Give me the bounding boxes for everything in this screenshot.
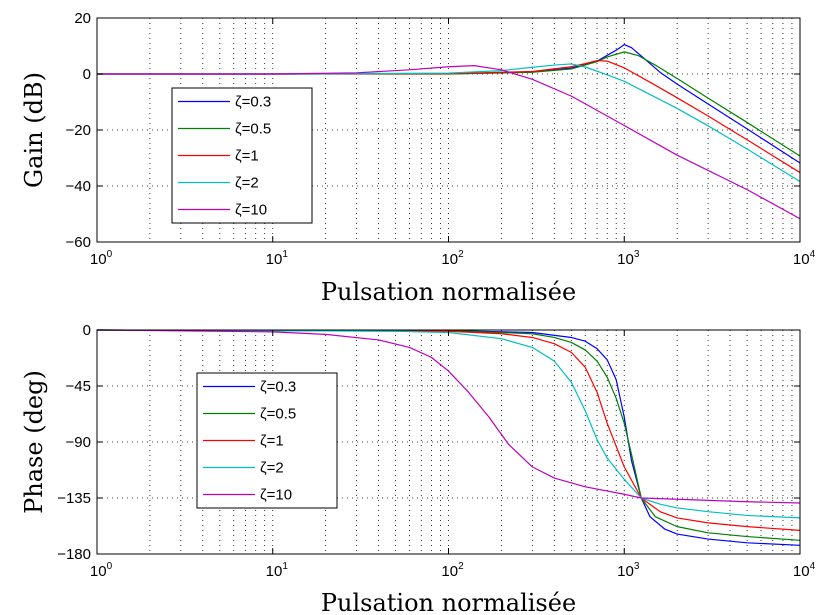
legend: ζ=0.3 ζ=0.5 ζ=1 ζ=2 ζ=10 [171,87,313,224]
x-tick-label: 102 [441,561,464,580]
ticks: 100 101 102 103 104 −60 −40 −20 0 20 [66,10,816,268]
x-tick-label: 103 [617,561,640,580]
grid [97,330,800,554]
x-tick-label: 100 [90,561,113,580]
y-axis-label: Phase (deg) [20,370,48,514]
y-tick-label: −180 [57,546,91,563]
x-tick-label: 100 [90,249,113,268]
legend-label-2: ζ=1 [260,433,284,450]
grid [97,18,800,242]
legend-label-0: ζ=0.3 [260,379,296,396]
legend-label-3: ζ=2 [235,175,259,192]
y-tick-label: −135 [57,490,91,507]
x-tick-label: 101 [266,249,289,268]
ticks: 100 101 102 103 104 −180 −135 −90 −45 0 [57,322,815,580]
y-tick-label: −45 [66,378,91,395]
x-axis-label: Pulsation normalisée [321,278,576,306]
x-tick-label: 102 [441,249,464,268]
legend-label-1: ζ=0.5 [260,406,296,423]
legend-label-2: ζ=1 [235,148,259,165]
y-tick-label: −20 [66,122,91,139]
legend: ζ=0.3 ζ=0.5 ζ=1 ζ=2 ζ=10 [196,372,338,509]
legend-label-1: ζ=0.5 [235,121,271,138]
series-group [97,43,801,220]
legend-label-3: ζ=2 [260,460,284,477]
x-tick-label: 103 [617,249,640,268]
series-group [96,329,801,546]
phase-plot: 100 101 102 103 104 −180 −135 −90 −45 0 Pulsation … [20,322,816,615]
y-tick-label: 0 [83,322,91,339]
x-tick-label: 101 [266,561,289,580]
series-line-3 [97,63,801,183]
legend-label-4: ζ=10 [260,487,292,504]
y-axis-label: Gain (dB) [20,72,48,188]
series-line-4 [97,64,801,220]
series-line-0 [96,329,801,546]
x-axis-label: Pulsation normalisée [321,589,576,615]
x-tick-label: 104 [793,561,816,580]
series-line-2 [96,329,801,531]
series-line-1 [96,329,801,541]
y-tick-label: −60 [66,234,91,251]
legend-label-0: ζ=0.3 [235,94,271,111]
series-line-2 [97,59,801,174]
y-tick-label: 0 [83,66,91,83]
y-tick-label: 20 [74,10,91,27]
y-tick-label: −90 [66,434,91,451]
series-line-4 [96,329,801,504]
gain-plot: 100 101 102 103 104 −60 −40 −20 0 20 Pulsation nor… [20,10,816,306]
y-tick-label: −40 [66,178,91,195]
x-tick-label: 104 [793,249,816,268]
series-line-3 [96,329,801,519]
legend-label-4: ζ=10 [235,202,267,219]
